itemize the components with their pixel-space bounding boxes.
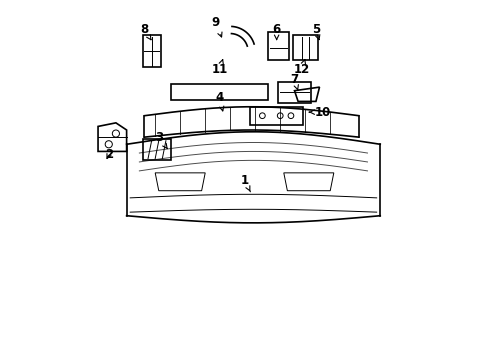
Text: 6: 6 xyxy=(272,23,280,40)
Text: 2: 2 xyxy=(104,148,113,162)
Text: 3: 3 xyxy=(154,131,167,149)
Text: 1: 1 xyxy=(240,174,250,192)
Text: 8: 8 xyxy=(140,23,151,40)
Text: 5: 5 xyxy=(311,23,320,40)
Text: 7: 7 xyxy=(290,73,298,90)
Text: 4: 4 xyxy=(215,91,224,111)
Text: 9: 9 xyxy=(211,16,222,37)
Text: 10: 10 xyxy=(309,105,330,119)
Text: 11: 11 xyxy=(211,59,227,76)
Text: 12: 12 xyxy=(293,59,309,76)
